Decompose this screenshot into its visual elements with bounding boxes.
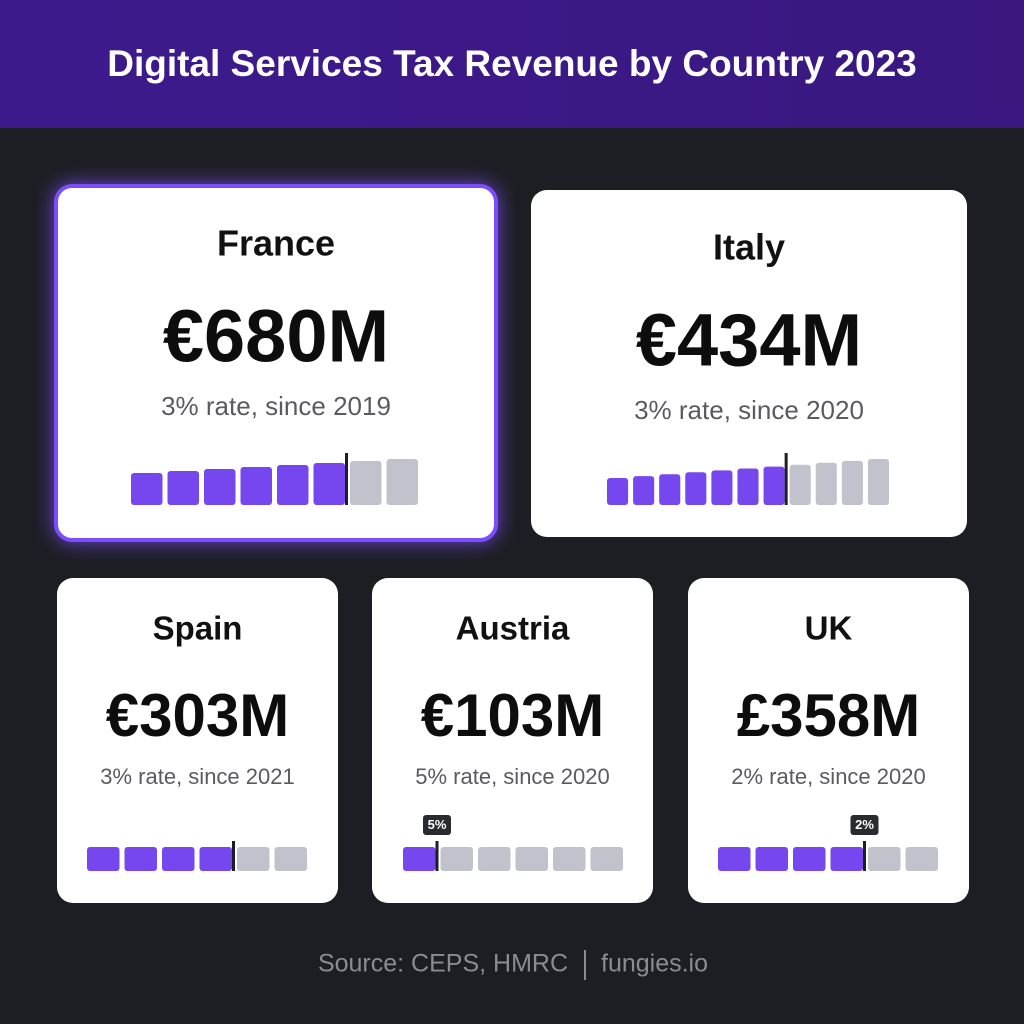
- progress-segment: [659, 474, 681, 505]
- progress-segment: [868, 847, 901, 871]
- progress-segment: [905, 847, 938, 871]
- progress-segment: [737, 468, 759, 505]
- source: Source: CEPS, HMRC: [318, 950, 568, 978]
- brand: fungies.io: [601, 950, 708, 978]
- note: 3% rate, since 2019: [161, 391, 391, 421]
- note: 2% rate, since 2020: [731, 764, 925, 789]
- progress-segment: [590, 847, 623, 871]
- card-box: [531, 190, 967, 537]
- progress-segment: [440, 847, 473, 871]
- card-box: [54, 184, 498, 542]
- amount: €680M: [163, 295, 389, 378]
- page-title: Digital Services Tax Revenue by Country …: [107, 43, 917, 84]
- progress-segment: [789, 464, 811, 505]
- card: Austria €103M 5% rate, since 2020 5%: [372, 578, 653, 903]
- progress-segment: [841, 460, 863, 505]
- progress-segment: [277, 465, 309, 505]
- progress-segment: [867, 459, 889, 505]
- badge: 2%: [855, 817, 874, 832]
- progress-segment: [240, 467, 272, 505]
- progress-segment: [515, 847, 548, 871]
- progress-segment: [204, 469, 236, 505]
- progress-segment: [718, 847, 751, 871]
- progress-segment: [313, 463, 345, 505]
- progress-segment: [87, 847, 120, 871]
- progress-segment: [131, 473, 163, 505]
- progress-segment: [793, 847, 826, 871]
- progress-segment: [403, 847, 436, 871]
- amount: €303M: [106, 682, 289, 749]
- progress-segment: [763, 466, 785, 505]
- progress-segment: [199, 847, 232, 871]
- card-box: [688, 578, 969, 903]
- badge: 5%: [428, 817, 447, 832]
- cards: France €680M 3% rate, since 2019 Italy €434M…: [54, 184, 969, 903]
- progress-segment: [633, 476, 655, 505]
- progress-segment: [815, 462, 837, 505]
- amount: €103M: [421, 682, 604, 749]
- badge-box: [423, 815, 451, 835]
- progress-segment: [755, 847, 788, 871]
- card-box: [57, 578, 338, 903]
- country: Austria: [456, 610, 570, 647]
- progress-segment: [350, 461, 382, 505]
- progress-segment: [830, 847, 863, 871]
- note: 3% rate, since 2020: [634, 395, 864, 425]
- country: France: [217, 223, 335, 264]
- header-bar: [0, 0, 1024, 128]
- card: Spain €303M 3% rate, since 2021: [57, 578, 338, 903]
- progress-segment: [274, 847, 307, 871]
- card: France €680M 3% rate, since 2019: [54, 184, 498, 542]
- note: 5% rate, since 2020: [415, 764, 609, 789]
- progress-segment: [553, 847, 586, 871]
- country: Spain: [153, 610, 243, 647]
- country: Italy: [713, 227, 785, 268]
- badge-box: [850, 815, 879, 835]
- note: 3% rate, since 2021: [100, 764, 294, 789]
- amount: €434M: [636, 299, 862, 382]
- progress-segment: [237, 847, 270, 871]
- amount: £358M: [737, 682, 920, 749]
- progress-segment: [386, 459, 418, 505]
- progress-segment: [167, 471, 199, 505]
- card: Italy €434M 3% rate, since 2020: [531, 190, 967, 537]
- progress-segment: [162, 847, 195, 871]
- card: UK £358M 2% rate, since 2020 2%: [688, 578, 969, 903]
- country: UK: [805, 610, 853, 647]
- progress-segment: [711, 470, 733, 505]
- progress-segment: [685, 472, 707, 505]
- progress-segment: [124, 847, 157, 871]
- progress-segment: [478, 847, 511, 871]
- progress-segment: [607, 478, 629, 505]
